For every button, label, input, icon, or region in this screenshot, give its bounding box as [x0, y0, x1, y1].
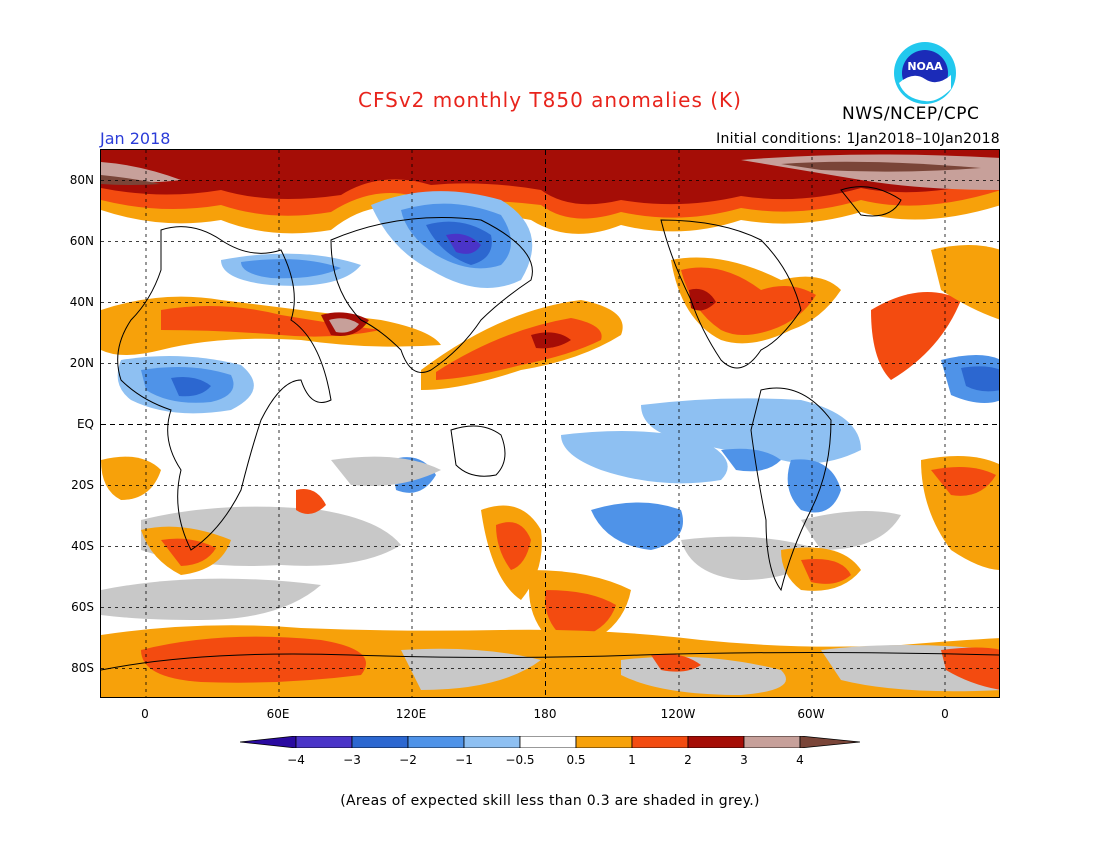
- noaa-logo-text: NOAA: [907, 60, 943, 73]
- anomaly-field: [101, 150, 999, 697]
- lon-label-60w: 60W: [797, 707, 825, 721]
- map-title: CFSv2 monthly T850 anomalies (K): [358, 88, 742, 112]
- lat-label-80n: 80N: [69, 173, 94, 187]
- lat-label-eq: EQ: [76, 417, 94, 431]
- initial-conditions: Initial conditions: 1Jan2018–10Jan2018: [716, 131, 1000, 147]
- colorbar-label: −2: [399, 753, 417, 767]
- lat-label-20n: 20N: [69, 356, 94, 370]
- lon-label-120w: 120W: [660, 707, 696, 721]
- lon-label-0-right: 0: [941, 707, 949, 721]
- colorbar-segment: [687, 736, 745, 748]
- colorbar-segment: [631, 736, 689, 748]
- lon-label-0: 0: [141, 707, 149, 721]
- colorbar-label: −4: [287, 753, 305, 767]
- anomaly-colorbar: [240, 736, 860, 748]
- colorbar-arrow-right: [799, 736, 860, 748]
- colorbar-segment: [407, 736, 465, 748]
- skill-footnote: (Areas of expected skill less than 0.3 a…: [340, 793, 760, 809]
- colorbar-segment: [295, 736, 353, 748]
- agency-label: NWS/NCEP/CPC: [842, 104, 980, 124]
- colorbar-label: 0.5: [566, 753, 586, 767]
- lat-label-60s: 60S: [71, 600, 94, 614]
- lat-label-40s: 40S: [71, 539, 94, 553]
- colorbar-label: 1: [628, 753, 636, 767]
- forecast-month: Jan 2018: [100, 129, 171, 148]
- colorbar-label: −3: [343, 753, 361, 767]
- lon-label-120e: 120E: [395, 707, 427, 721]
- noaa-logo-icon: NOAA: [894, 42, 956, 104]
- colorbar-segment: [351, 736, 409, 748]
- lat-label-20s: 20S: [71, 478, 94, 492]
- colorbar-segment: [575, 736, 633, 748]
- colorbar-label: 3: [740, 753, 748, 767]
- anomaly-map: [100, 149, 1000, 698]
- colorbar-label: 4: [796, 753, 804, 767]
- colorbar-arrow-left: [240, 736, 297, 748]
- colorbar-label: −0.5: [505, 753, 535, 767]
- lon-label-180: 180: [533, 707, 557, 721]
- lat-label-40n: 40N: [69, 295, 94, 309]
- colorbar-segment: [743, 736, 801, 748]
- coastlines: [101, 186, 999, 671]
- colorbar-label: −1: [455, 753, 473, 767]
- lon-label-60e: 60E: [266, 707, 290, 721]
- colorbar-segment: [463, 736, 521, 748]
- lat-label-60n: 60N: [69, 234, 94, 248]
- colorbar-segment: [519, 736, 577, 748]
- colorbar-label: 2: [684, 753, 692, 767]
- lat-label-80s: 80S: [71, 661, 94, 675]
